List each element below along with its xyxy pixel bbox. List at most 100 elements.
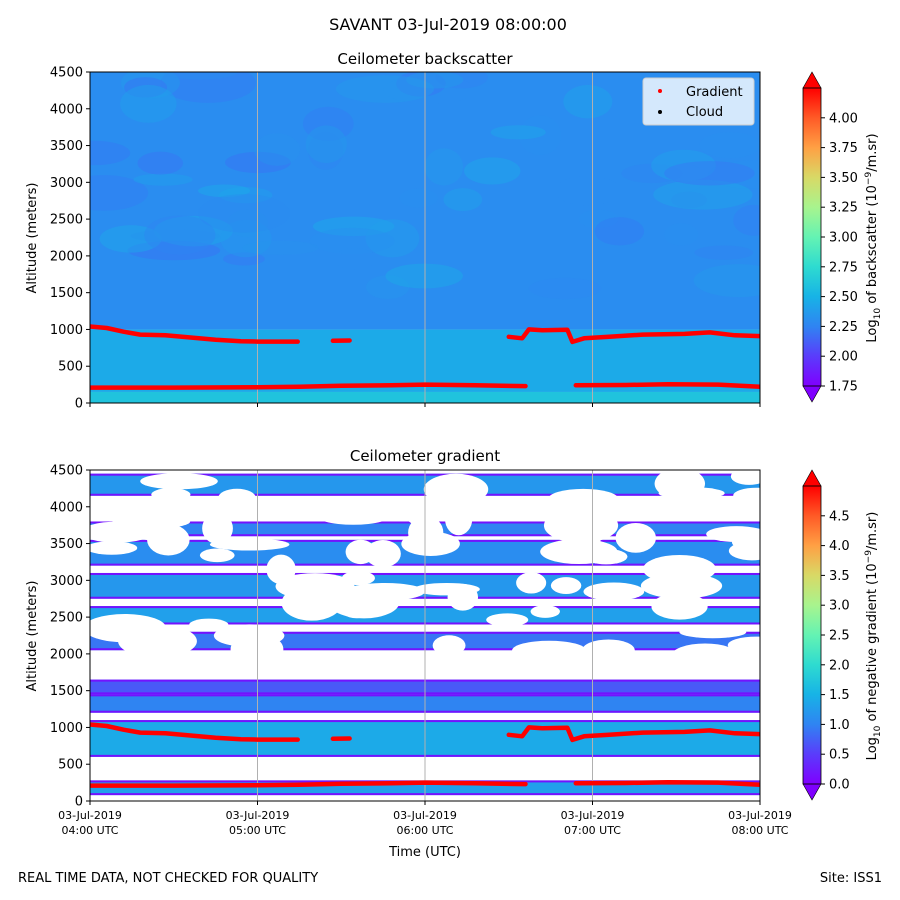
x-tick-label-time: 05:00 UTC <box>229 824 286 837</box>
backscatter-legend: Gradient Cloud <box>642 77 755 126</box>
gradient-gap <box>90 541 138 555</box>
backscatter-texture-patch <box>594 217 645 246</box>
backscatter-gridlines <box>257 72 593 403</box>
y-tick-label: 1500 <box>50 286 83 301</box>
gradient-colorbar-body <box>803 486 821 784</box>
backscatter-texture-patch <box>198 194 291 233</box>
backscatter-texture-patch <box>130 229 221 243</box>
backscatter-texture-patch <box>302 106 354 141</box>
colorbar-tick-label: 0.5 <box>829 748 850 763</box>
backscatter-texture-patch <box>435 72 488 89</box>
colorbar-tick-label: 4.0 <box>829 539 850 554</box>
cbar-label-log: Log <box>865 319 880 342</box>
backscatter-texture-patch <box>99 225 162 253</box>
x-tick-label-time: 08:00 UTC <box>731 824 788 837</box>
backscatter-texture-patch <box>365 219 420 258</box>
backscatter-colorbar-extend-min <box>802 385 822 403</box>
backscatter-colorbar: 1.75 2.00 2.25 2.50 2.75 3.00 3.25 3.50 3.75 4.00… <box>802 71 883 403</box>
y-tick-label: 2000 <box>50 647 83 662</box>
figure-suptitle: SAVANT 03-Jul-2019 08:00:00 <box>329 15 567 34</box>
backscatter-texture-patch <box>154 215 233 247</box>
gradient-gap <box>140 473 218 490</box>
y-tick-label: 4000 <box>50 500 83 515</box>
backscatter-texture-patch <box>464 157 521 185</box>
backscatter-texture-patch <box>127 240 221 261</box>
backscatter-texture-patch <box>307 131 344 170</box>
backscatter-colorbar-body <box>803 88 821 386</box>
backscatter-y-axis: 0 500 1000 1500 2000 2500 3000 3500 4000 4500 <box>50 66 90 412</box>
y-tick-label: 3000 <box>50 176 83 191</box>
gradient-gap <box>432 635 466 656</box>
backscatter-texture-patch <box>90 140 131 166</box>
y-tick-label: 1000 <box>50 323 83 338</box>
x-tick-label-date: 03-Jul-2019 <box>561 809 625 822</box>
cbar-label-suffix: /m.sr) <box>865 133 880 171</box>
colorbar-tick-label: 3.5 <box>829 569 850 584</box>
gradient-marker-trace-upper <box>90 324 300 344</box>
backscatter-texture-patch <box>519 115 562 156</box>
gradient-gap <box>615 523 656 553</box>
backscatter-texture-patch <box>163 72 238 80</box>
backscatter-texture-patch <box>305 125 347 164</box>
backscatter-texture-patch <box>528 277 602 300</box>
backscatter-texture-patch <box>621 163 683 184</box>
y-tick-label: 1000 <box>50 721 83 736</box>
gradient-gap <box>543 508 619 543</box>
y-tick-label: 4500 <box>50 464 83 479</box>
gradient-gradient-markers <box>90 722 760 788</box>
gradient-gap <box>730 470 760 485</box>
colorbar-tick-label: 2.00 <box>829 350 858 365</box>
backscatter-texture-patch <box>490 125 546 140</box>
gradient-gap <box>341 570 375 586</box>
gradient-gap <box>571 499 597 525</box>
gradient-gap <box>444 502 473 536</box>
gradient-gap <box>271 498 347 516</box>
backscatter-texture-patch <box>335 75 435 103</box>
backscatter-texture-patch <box>659 163 706 193</box>
backscatter-texture-patch <box>253 133 301 166</box>
colorbar-tick-label: 4.5 <box>829 509 850 524</box>
gradient-gap <box>512 640 587 661</box>
gradient-gap <box>188 618 229 632</box>
y-tick-label: 3500 <box>50 537 83 552</box>
backscatter-texture-patch <box>137 151 184 175</box>
colorbar-tick-label: 2.5 <box>829 629 850 644</box>
cbar-label-sub: 10 <box>873 308 883 320</box>
gradient-gap <box>230 633 284 666</box>
gradient-y-axis: 0 500 1000 1500 2000 2500 3000 3500 4000 4500 <box>50 464 90 810</box>
y-tick-label: 2500 <box>50 611 83 626</box>
cbar2-label-suffix: /m.sr) <box>865 512 880 550</box>
backscatter-texture-patch <box>664 161 755 186</box>
gradient-gap <box>711 499 760 518</box>
backscatter-gradient-markers <box>90 324 760 390</box>
backscatter-texture-patch <box>671 191 708 209</box>
gradient-marker-trace-upper <box>506 327 760 345</box>
legend-gradient-marker <box>658 89 662 93</box>
footer-site: Site: ISS1 <box>820 871 882 886</box>
backscatter-texture-patch <box>219 186 273 204</box>
colorbar-tick-label: 1.75 <box>829 380 858 395</box>
x-tick-label-time: 06:00 UTC <box>396 824 453 837</box>
backscatter-texture-patch <box>242 240 319 255</box>
colorbar-tick-label: 3.25 <box>829 201 858 216</box>
gradient-gap <box>408 515 444 550</box>
backscatter-panel: Ceilometer backscatter 0 500 1000 1500 2000 2… <box>25 50 883 412</box>
y-tick-label: 1500 <box>50 684 83 699</box>
cbar2-label-log: Log <box>865 737 880 760</box>
y-tick-label: 2500 <box>50 213 83 228</box>
backscatter-texture-patch <box>443 188 483 212</box>
gradient-gap <box>122 504 180 541</box>
colorbar-tick-label: 2.75 <box>829 260 858 275</box>
gradient-gap <box>345 539 376 565</box>
gradient-gap <box>266 554 296 585</box>
gradient-colorbar-label: Log10 of negative gradient (10−9/m.sr) <box>864 512 883 761</box>
cbar2-label-mid: of negative gradient (10 <box>865 563 880 725</box>
gradient-gap <box>90 614 167 643</box>
colorbar-tick-label: 0.0 <box>829 778 850 793</box>
backscatter-texture-patch <box>563 84 613 119</box>
backscatter-colorbar-ticks: 1.75 2.00 2.25 2.50 2.75 3.00 3.25 3.50 3.75 4.00 <box>821 111 858 395</box>
x-tick-label-date: 03-Jul-2019 <box>226 809 290 822</box>
backscatter-texture-patch <box>160 72 256 103</box>
colorbar-tick-label: 3.50 <box>829 171 858 186</box>
gradient-marker-trace-lower <box>90 780 528 788</box>
